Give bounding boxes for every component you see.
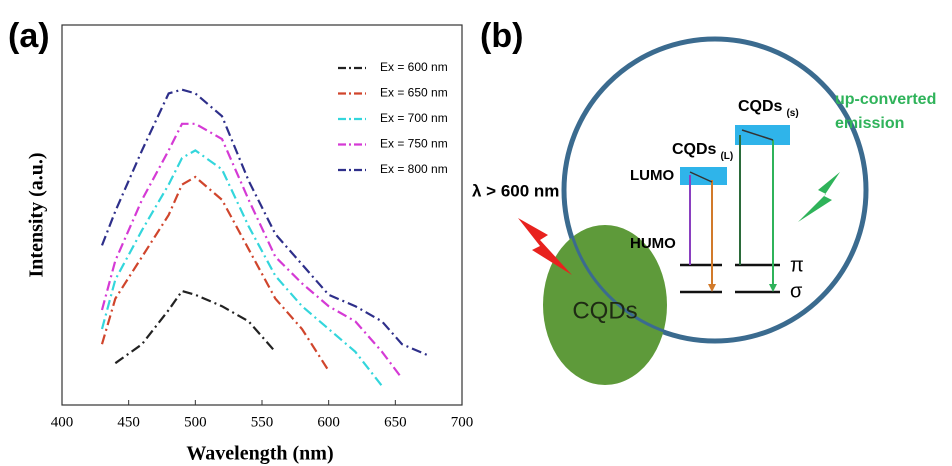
sigma-label: σ (790, 280, 803, 302)
pi-label: π (790, 254, 804, 276)
cqd-particle (543, 225, 667, 385)
arrow-head (769, 284, 777, 292)
y-axis-title: Intensity (a.u.) (26, 152, 48, 277)
chart: 400 450 500 550 600 650 700 Ex = 600 nm Ex = 650… (51, 60, 474, 430)
emission-label: emission (835, 115, 904, 132)
lumo-box-s (735, 125, 790, 145)
cqd-s-label: CQDs (s) (738, 98, 799, 118)
x-axis-title: Wavelength (nm) (186, 443, 333, 465)
x-tick-label: 700 (451, 414, 474, 430)
x-tick-label: 600 (317, 414, 340, 430)
series-line (114, 289, 277, 365)
x-tick-label: 450 (117, 414, 140, 430)
series-line (100, 122, 403, 380)
x-tick-label: 500 (184, 414, 207, 430)
cqd-l-sub: (L) (720, 151, 733, 162)
legend-label: Ex = 800 nm (380, 162, 448, 176)
emission-bolt (798, 172, 840, 222)
x-tick-label: 400 (51, 414, 74, 430)
legend-label: Ex = 750 nm (380, 137, 448, 151)
lumo-box (680, 167, 727, 185)
series-line (100, 149, 383, 387)
panel-label: (b) (480, 17, 523, 55)
legend-label: Ex = 650 nm (380, 86, 448, 100)
relaxation (689, 171, 713, 183)
series-line (100, 175, 330, 372)
cqd-l-main: CQDs (672, 141, 717, 158)
cqd-s-sub: (s) (786, 108, 798, 119)
legend-label: Ex = 700 nm (380, 111, 448, 125)
emission-label: up-converted (835, 91, 936, 108)
series-line (100, 88, 430, 357)
cqd-s-main: CQDs (738, 98, 783, 115)
humo-label: HUMO (630, 235, 676, 252)
relaxation (741, 129, 774, 141)
lumo-label: LUMO (630, 167, 674, 184)
panel-label: (a) (8, 17, 50, 55)
particle-label: CQDs (572, 297, 637, 324)
plot-frame (61, 24, 463, 406)
x-tick-label: 650 (384, 414, 407, 430)
x-tick-label: 550 (251, 414, 274, 430)
cqd-l-label: CQDs (L) (672, 141, 733, 161)
zoom-circle-edge (563, 38, 867, 342)
lightning (518, 218, 572, 275)
legend-label: Ex = 600 nm (380, 60, 448, 74)
arrow-head (708, 284, 716, 292)
excitation-label: λ > 600 nm (472, 181, 559, 200)
